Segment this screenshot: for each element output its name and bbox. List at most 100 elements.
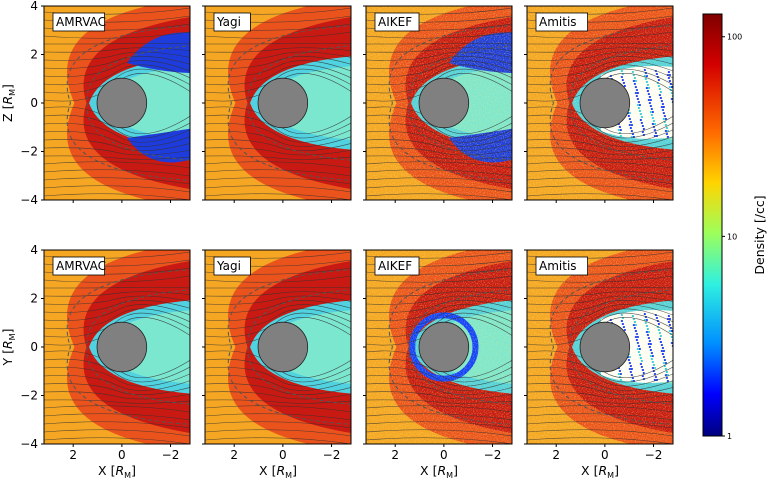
streamline: [44, 31, 190, 39]
streamline: [527, 185, 673, 193]
streamline: [527, 147, 673, 156]
south-lobe-region: [126, 128, 190, 163]
bow-shock-line: [227, 25, 351, 181]
streamline: [527, 56, 673, 69]
streamline: [205, 68, 351, 94]
streamline: [366, 131, 512, 147]
particle-speck: [679, 134, 681, 136]
colorbar-tick-label: 10: [727, 232, 737, 241]
streamline: [366, 358, 512, 383]
particle-speck: [678, 69, 680, 71]
streamline: [527, 383, 673, 396]
planet-disk: [579, 77, 631, 129]
colorbar: 100 10 1 Density [/cc]: [702, 13, 767, 441]
particle-speck: [675, 110, 677, 112]
x-tick-label: −2: [323, 448, 341, 462]
panel-title-box: [52, 12, 105, 32]
x-tick-label: 2: [552, 448, 560, 462]
streamline: [205, 56, 351, 69]
streamline: [366, 185, 512, 193]
panel-title-box: [52, 256, 105, 276]
streamline: [44, 155, 190, 160]
streamline: [44, 304, 190, 321]
particle-speck: [678, 131, 680, 133]
magnetopause-line: [86, 45, 190, 161]
streamline: [205, 161, 351, 169]
bow-shock-line: [388, 269, 512, 425]
streamline: [44, 391, 190, 400]
streamline: [205, 413, 351, 421]
planet-disk: [96, 77, 148, 129]
streamline: [44, 60, 190, 77]
streamline: [205, 437, 351, 444]
streamline: [44, 358, 190, 383]
streamline: [44, 139, 190, 152]
particle-speck: [676, 119, 678, 121]
streamline: [205, 31, 351, 39]
particle-speck: [679, 316, 681, 318]
streamline: [366, 122, 512, 143]
y-tick-label: 2: [30, 292, 38, 306]
streamline: [44, 56, 190, 69]
particle-speck: [674, 107, 676, 109]
panel-title: AMRVAC: [56, 259, 106, 273]
streamline: [527, 391, 673, 400]
x-tick-label: −2: [484, 448, 502, 462]
streamline: [366, 304, 512, 321]
streamline: [205, 421, 351, 429]
colorbar-tick-label: 100: [727, 33, 742, 42]
streamline: [527, 405, 673, 413]
streamline: [44, 114, 190, 139]
panel-title: AIKEF: [378, 15, 412, 29]
streamline: [205, 383, 351, 396]
streamline: [527, 169, 673, 177]
panel: Yagi: [204, 5, 352, 201]
streamline: [205, 304, 351, 321]
planet-disk: [257, 77, 309, 129]
colorbar-tick-label: 1: [727, 432, 732, 441]
panel-title: Yagi: [216, 15, 241, 29]
streamline: [205, 131, 351, 147]
streamline: [44, 131, 190, 147]
y-axes: 4 2 0 −2 −4 Z [RM] 4 2 0 −2 −4 Y [RM]: [0, 0, 527, 451]
particle-speck: [677, 372, 679, 374]
streamline: [366, 391, 512, 400]
particle-speck: [674, 113, 676, 115]
particle-speck: [675, 360, 677, 362]
streamline: [527, 366, 673, 387]
streamline: [366, 375, 512, 391]
streamline: [205, 312, 351, 338]
streamline: [44, 68, 190, 94]
streamline: [205, 308, 351, 330]
x-tick-label: 0: [440, 448, 448, 462]
streamline: [366, 161, 512, 169]
streamline: [366, 366, 512, 387]
colorbar-bar: [702, 13, 723, 437]
particle-speck: [679, 72, 681, 74]
streamline: [205, 295, 351, 305]
colorbar-label: Density [/cc]: [752, 195, 767, 274]
streamline: [44, 295, 190, 305]
streamline: [527, 295, 673, 305]
streamline: [205, 405, 351, 413]
streamline: [527, 429, 673, 437]
particle-speck: [678, 313, 680, 315]
streamline: [44, 429, 190, 437]
panel: AMRVAC: [43, 249, 191, 445]
bow-shock-line: [388, 25, 512, 181]
panel-title-box: [213, 256, 251, 276]
streamline: [366, 31, 512, 39]
y-tick-label: −4: [20, 437, 38, 451]
particle-speck: [675, 354, 677, 356]
streamline: [44, 312, 190, 338]
x-tick-label: 0: [601, 448, 609, 462]
x-tick-label: 2: [69, 448, 77, 462]
y-tick-label: −2: [20, 145, 38, 159]
x-tick-label: −2: [162, 448, 180, 462]
streamline: [205, 185, 351, 193]
streamline: [205, 366, 351, 387]
streamline: [205, 358, 351, 383]
streamline: [44, 169, 190, 177]
bow-shock-line: [549, 25, 673, 181]
